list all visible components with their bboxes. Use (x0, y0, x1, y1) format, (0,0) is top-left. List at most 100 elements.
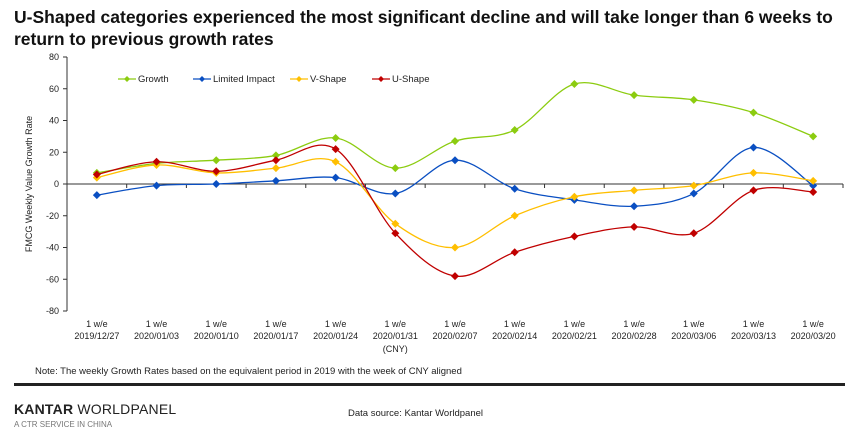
data-point (391, 164, 400, 173)
legend-label: Limited Impact (213, 74, 275, 85)
kantar-logo: KANTAR WORLDPANEL (14, 401, 176, 417)
data-point (510, 248, 519, 257)
x-tick-label: 2020/01/03 (134, 331, 179, 341)
data-point (391, 189, 400, 198)
x-tick-label: 2020/01/24 (313, 331, 358, 341)
logo-brand-bold: KANTAR (14, 401, 74, 417)
x-tick-label-week: 1 w/e (325, 319, 347, 329)
data-point (271, 176, 280, 185)
data-point (749, 143, 758, 152)
data-point (271, 156, 280, 165)
data-point (510, 126, 519, 135)
data-point (271, 164, 280, 173)
x-tick-label: 2020/02/21 (552, 331, 597, 341)
y-tick-label: 80 (49, 52, 59, 62)
divider (14, 383, 845, 386)
data-point (212, 156, 221, 165)
data-point (152, 181, 161, 190)
data-point (391, 229, 400, 238)
data-point (331, 173, 340, 182)
x-tick-label-cny: (CNY) (383, 344, 408, 354)
data-point (331, 145, 340, 154)
x-tick-label-week: 1 w/e (205, 319, 227, 329)
legend-label: U-Shape (392, 74, 430, 85)
x-tick-label-week: 1 w/e (802, 319, 824, 329)
x-tick-label: 2020/03/06 (671, 331, 716, 341)
legend-marker (296, 76, 302, 82)
x-tick-label-week: 1 w/e (385, 319, 407, 329)
x-tick-label: 2019/12/27 (74, 331, 119, 341)
series-line-v-shape (96, 157, 814, 249)
x-tick-label: 2020/03/20 (791, 331, 836, 341)
data-point (689, 229, 698, 238)
data-point (749, 186, 758, 195)
series-line-u-shape (96, 144, 814, 277)
data-point (212, 180, 221, 188)
data-point (630, 186, 639, 195)
legend-marker (199, 76, 205, 82)
chart-title: U-Shaped categories experienced the most… (14, 7, 833, 49)
data-point (510, 211, 519, 220)
y-tick-label: 20 (49, 147, 59, 157)
data-point (451, 243, 459, 252)
x-tick-label-week: 1 w/e (265, 319, 287, 329)
x-tick-label-week: 1 w/e (683, 319, 705, 329)
data-point (451, 272, 459, 281)
data-point (689, 189, 698, 198)
data-point (809, 181, 818, 190)
x-tick-label-week: 1 w/e (564, 319, 586, 329)
data-point (630, 222, 639, 231)
data-source: Data source: Kantar Worldpanel (348, 408, 484, 419)
x-tick-label-week: 1 w/e (743, 319, 765, 329)
data-point (92, 170, 101, 179)
data-point (809, 187, 818, 196)
data-point (451, 137, 459, 146)
legend-label: V-Shape (310, 74, 346, 85)
x-tick-label: 2020/02/07 (432, 331, 477, 341)
data-point (689, 181, 698, 190)
data-point (92, 191, 101, 200)
y-tick-label: -40 (46, 243, 59, 253)
data-point (570, 192, 579, 201)
y-tick-label: 0 (54, 179, 59, 189)
y-tick-label: 60 (49, 84, 59, 94)
y-tick-label: 40 (49, 116, 59, 126)
x-tick-label-week: 1 w/e (86, 319, 108, 329)
x-tick-label: 2020/03/13 (731, 331, 776, 341)
x-tick-label: 2020/01/31 (373, 331, 418, 341)
data-point (152, 157, 161, 166)
x-tick-label: 2020/01/10 (194, 331, 239, 341)
data-point (809, 176, 818, 185)
logo-tagline: A CTR SERVICE IN CHINA (14, 420, 113, 429)
x-tick-label-week: 1 w/e (146, 319, 168, 329)
data-point (689, 95, 698, 104)
data-point (630, 202, 639, 211)
data-point (451, 156, 459, 165)
data-point (271, 151, 280, 160)
legend-marker (124, 76, 130, 82)
data-point (570, 79, 579, 88)
data-point (570, 232, 579, 241)
data-point (630, 91, 639, 100)
x-tick-label-week: 1 w/e (444, 319, 466, 329)
x-tick-label-week: 1 w/e (623, 319, 645, 329)
data-point (749, 108, 758, 117)
y-tick-label: -80 (46, 306, 59, 316)
data-point (809, 132, 818, 141)
y-axis-label: FMCG Weekly Value Growth Rate (24, 116, 34, 252)
data-point (212, 167, 221, 176)
data-point (391, 219, 400, 228)
legend-label: Growth (138, 74, 169, 85)
x-tick-label-week: 1 w/e (504, 319, 526, 329)
data-point (331, 133, 340, 142)
y-tick-label: -60 (46, 274, 59, 284)
data-point (331, 157, 340, 166)
logo-brand-rest: WORLDPANEL (73, 401, 177, 417)
y-tick-label: -20 (46, 211, 59, 221)
chart-note: Note: The weekly Growth Rates based on t… (35, 366, 462, 377)
x-tick-label: 2020/02/14 (492, 331, 537, 341)
legend-marker (378, 76, 384, 82)
data-point (510, 184, 519, 193)
x-tick-label: 2020/02/28 (612, 331, 657, 341)
